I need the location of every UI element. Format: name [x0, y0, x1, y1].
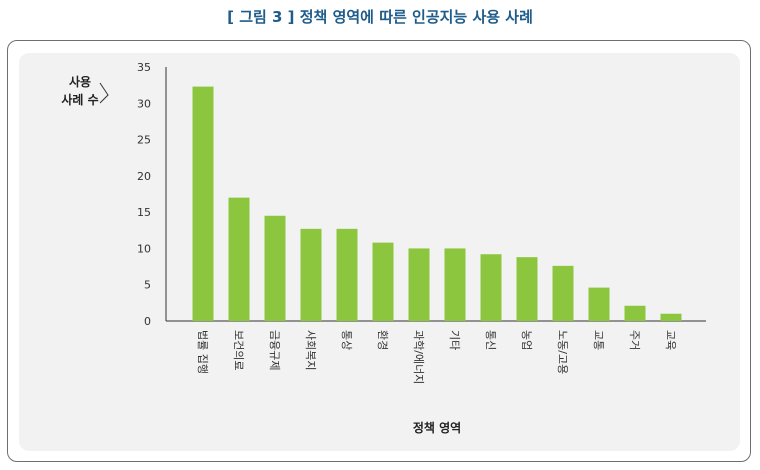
y-tick-label: 20: [137, 170, 151, 183]
category-label: 주거: [628, 330, 641, 350]
y-tick-label: 15: [137, 206, 151, 219]
y-tick-label: 10: [137, 242, 151, 255]
bar: [480, 254, 502, 321]
bar: [264, 215, 286, 321]
y-axis-title-line: 사례 수: [61, 92, 98, 107]
bar: [516, 257, 538, 321]
category-label: 교육: [664, 330, 677, 350]
bar: [624, 305, 646, 321]
category-label: 보건의료: [232, 330, 245, 370]
bar: [192, 86, 214, 321]
category-label: 노동/고용: [556, 330, 569, 374]
bar: [552, 265, 574, 321]
y-axis-title-bracket: [99, 82, 109, 104]
category-label: 통상: [340, 330, 353, 350]
bar: [588, 287, 610, 321]
category-label: 농업: [520, 330, 533, 350]
category-label: 환경: [376, 330, 389, 350]
bars-group: [192, 86, 682, 321]
y-tick-label: 30: [137, 97, 151, 110]
y-tick-label: 5: [144, 279, 151, 292]
y-tick-label: 35: [137, 61, 151, 74]
category-label: 통신: [484, 330, 497, 350]
category-label: 사회복지: [304, 330, 317, 370]
y-axis-title-line: 사용: [69, 74, 91, 89]
figure-title: [ 그림 3 ] 정책 영역에 따른 인공지능 사용 사례: [227, 8, 533, 26]
bar: [228, 197, 250, 321]
bar: [660, 313, 682, 321]
y-tick-label: 0: [144, 315, 151, 328]
bar: [372, 242, 394, 321]
y-tick-label: 25: [137, 134, 151, 147]
category-label: 기타: [448, 330, 461, 350]
x-axis-title: 정책 영역: [413, 420, 461, 435]
category-label: 교통: [592, 330, 605, 350]
category-label: 법률 집행: [196, 330, 209, 374]
bar: [444, 248, 466, 321]
bar: [408, 248, 430, 321]
bar: [336, 228, 358, 321]
axes-group: 0 5 10 15 20 25 30 35: [137, 61, 706, 328]
bar: [300, 228, 322, 321]
category-label: 금융규제: [268, 330, 281, 370]
category-label: 과학/에너지: [412, 330, 425, 384]
